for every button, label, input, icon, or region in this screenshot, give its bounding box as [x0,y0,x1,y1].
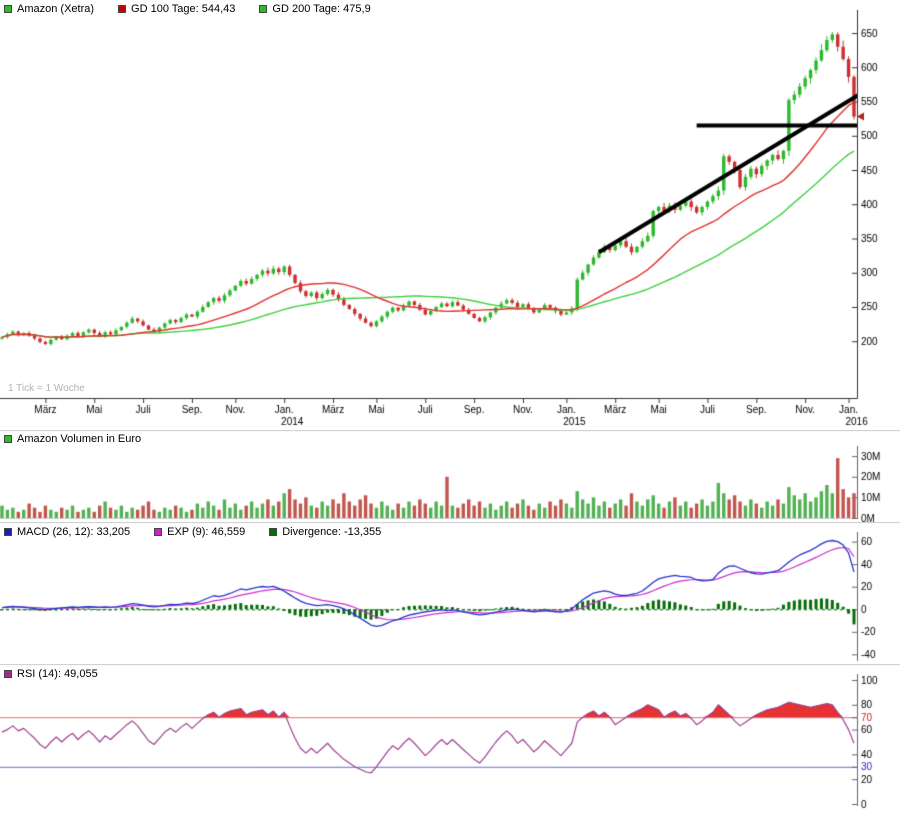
macd-indicator-canvas [0,522,900,664]
rsi-panel: RSI (14): 49,055 [0,664,900,814]
volume-panel: Amazon Volumen in Euro [0,430,900,522]
rsi-indicator-canvas [0,664,900,814]
volume-bars-canvas [0,430,900,522]
price-panel: Amazon (Xetra) GD 100 Tage: 544,43 GD 20… [0,0,900,430]
macd-panel: MACD (26, 12): 33,205 EXP (9): 46,559 Di… [0,522,900,664]
price-candlestick-canvas [0,0,900,430]
